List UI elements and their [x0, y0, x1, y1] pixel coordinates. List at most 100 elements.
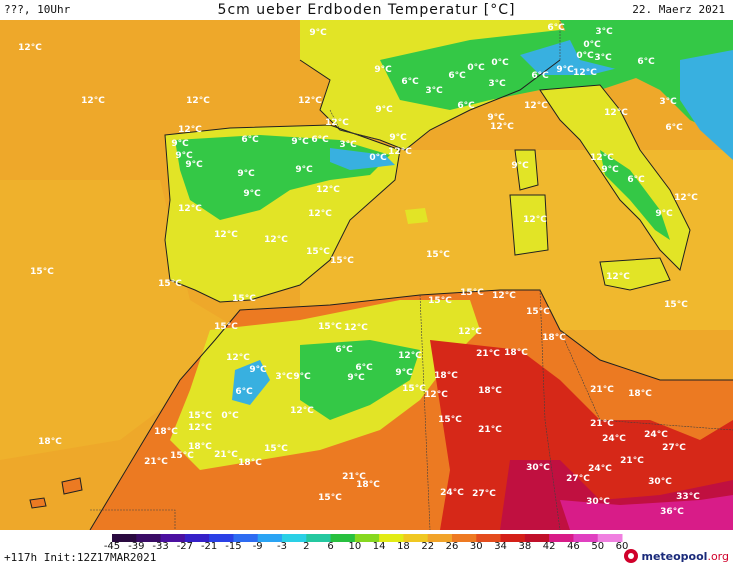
temperature-label: 15°C [306, 247, 330, 257]
temperature-label: 27°C [566, 474, 590, 484]
temperature-label: 3°C [339, 140, 357, 150]
temperature-label: 9°C [237, 169, 255, 179]
temperature-label: 21°C [590, 385, 614, 395]
legend-tick-label: -33 [152, 541, 168, 552]
temperature-label: 12°C [316, 185, 340, 195]
legend-swatch [330, 534, 356, 542]
legend-swatch [209, 534, 234, 542]
logo-tld: .org [707, 549, 729, 563]
temperature-label: 9°C [249, 365, 267, 375]
temperature-label: 9°C [185, 160, 203, 170]
legend-tick-label: 2 [303, 541, 309, 552]
temperature-label: 0°C [221, 411, 239, 421]
temperature-label: 12°C [290, 406, 314, 416]
legend-tick-label: 60 [616, 541, 629, 552]
temperature-label: 15°C [214, 322, 238, 332]
country-borders [90, 20, 733, 530]
temperature-label: 15°C [318, 493, 342, 503]
temperature-label: 18°C [188, 442, 212, 452]
temperature-label: 12°C [18, 43, 42, 53]
temperature-label: 6°C [457, 101, 475, 111]
temperature-label: 24°C [602, 434, 626, 444]
temperature-label: 6°C [401, 77, 419, 87]
legend-swatch [403, 534, 429, 542]
temperature-label: 9°C [293, 372, 311, 382]
temperature-label: 24°C [644, 430, 668, 440]
temperature-label: 9°C [655, 209, 673, 219]
legend-tick-label: 26 [446, 541, 459, 552]
temperature-label: 3°C [425, 86, 443, 96]
temperature-label: 15°C [330, 256, 354, 266]
legend-swatch [452, 534, 477, 542]
legend-tick-label: 30 [470, 541, 483, 552]
temperature-label: 12°C [458, 327, 482, 337]
temperature-label: 6°C [448, 71, 466, 81]
temperature-label: 9°C [395, 368, 413, 378]
temperature-label: 15°C [158, 279, 182, 289]
legend-swatch [427, 534, 453, 542]
legend-swatch [257, 534, 283, 542]
temperature-label: 21°C [620, 456, 644, 466]
legend-tick-label: 34 [494, 541, 507, 552]
atlas-coldest [232, 360, 270, 405]
temperature-label: 9°C [309, 28, 327, 38]
temperature-label: 12°C [264, 235, 288, 245]
legend-swatch [112, 534, 137, 542]
atlas-cold [300, 340, 420, 420]
legend-swatch [476, 534, 502, 542]
temperature-label: 9°C [556, 65, 574, 75]
temperature-label: 6°C [627, 175, 645, 185]
legend-swatch [379, 534, 404, 542]
temperature-label: 21°C [476, 349, 500, 359]
temperature-label: 21°C [342, 472, 366, 482]
temperature-label: 30°C [526, 463, 550, 473]
forecast-date-label: 22. Maerz 2021 [632, 3, 725, 16]
legend-swatch [306, 534, 332, 542]
legend-tick-label: -3 [277, 541, 287, 552]
temperature-label: 12°C [573, 68, 597, 78]
temperature-label: 24°C [588, 464, 612, 474]
temperature-label: 18°C [478, 386, 502, 396]
temperature-label: 9°C [374, 65, 392, 75]
temperature-label: 15°C [188, 411, 212, 421]
meteopool-logo[interactable]: meteopool.org [624, 547, 729, 565]
temperature-label: 12°C [492, 291, 516, 301]
temperature-label: 21°C [144, 457, 168, 467]
temperature-label: 15°C [402, 384, 426, 394]
legend-tick-label: 46 [567, 541, 580, 552]
temperature-label: 9°C [291, 137, 309, 147]
temperature-label: 12°C [188, 423, 212, 433]
temperature-label: 3°C [275, 372, 293, 382]
temperature-label: 30°C [586, 497, 610, 507]
temperature-label: 33°C [676, 492, 700, 502]
color-legend: -45 -39 -33 -27 -21 -15 -9 -3 2 6 10 14 18 22 26 30 34 38… [104, 534, 629, 552]
legend-tick-label: 38 [518, 541, 531, 552]
legend-tick-label: -9 [253, 541, 263, 552]
legend-tick-label: -45 [104, 541, 120, 552]
legend-tick-label: 6 [327, 541, 333, 552]
temperature-label: 27°C [472, 489, 496, 499]
temperature-label: 0°C [576, 51, 594, 61]
temperature-label: 12°C [325, 118, 349, 128]
model-run-info: +117h Init:12Z17MAR2021 [4, 551, 157, 564]
temperature-label: 15°C [664, 300, 688, 310]
legend-swatch [597, 534, 623, 542]
temperature-label: 18°C [542, 333, 566, 343]
temperature-label: 9°C [295, 165, 313, 175]
legend-swatch [184, 534, 210, 542]
temperature-label: 15°C [438, 415, 462, 425]
temperature-label: 12°C [523, 215, 547, 225]
temperature-label: 3°C [594, 53, 612, 63]
temperature-map: 9°C 6°C 3°C0°C3°C0°C9°C6°C12°C9°C6°C0°C 0°C… [0, 20, 733, 530]
temperature-label: 18°C [38, 437, 62, 447]
temperature-label: 15°C [170, 451, 194, 461]
map-title: 5cm ueber Erdboden Temperatur [°C] [217, 2, 516, 18]
temperature-label: 12°C [214, 230, 238, 240]
temperature-label: 15°C [318, 322, 342, 332]
temperature-label: 12°C [178, 204, 202, 214]
temperature-label: 12°C [674, 193, 698, 203]
temperature-label: 3°C [595, 27, 613, 37]
legend-tick-label: 22 [421, 541, 434, 552]
legend-tick-label: 42 [543, 541, 556, 552]
